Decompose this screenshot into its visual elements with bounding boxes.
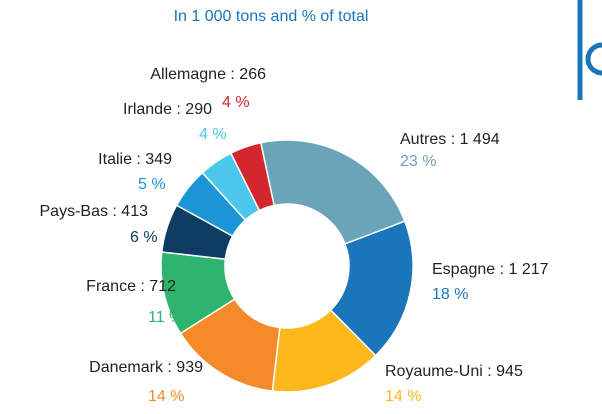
- percent-label: 11 %: [148, 309, 183, 326]
- slice-label: Italie : 349: [98, 151, 172, 168]
- slice-label: France : 712: [86, 278, 176, 295]
- slice-label: Allemagne : 266: [150, 66, 266, 83]
- slice-label: Royaume-Uni : 945: [385, 363, 523, 380]
- chart-title: In 1 000 tons and % of total: [174, 8, 369, 25]
- percent-label: 23 %: [400, 153, 436, 170]
- percent-label: 5 %: [138, 176, 166, 193]
- percent-label: 14 %: [385, 388, 421, 405]
- slice-label: Irlande : 290: [123, 101, 212, 118]
- donut-slice: [229, 141, 275, 212]
- donut-slice: [259, 139, 406, 245]
- slice-label: Autres : 1 494: [400, 131, 500, 148]
- percent-label: 14 %: [148, 388, 184, 405]
- slice-label: Pays-Bas : 413: [40, 203, 149, 220]
- percent-label: 18 %: [432, 286, 468, 303]
- donut-slice: [329, 220, 414, 357]
- percent-label: 4 %: [199, 126, 227, 143]
- slice-label: Danemark : 939: [89, 359, 203, 376]
- percent-label: 4 %: [222, 94, 250, 111]
- slice-label: Espagne : 1 217: [432, 261, 549, 278]
- percent-label: 6 %: [130, 229, 158, 246]
- logo-fragment: [577, 0, 602, 100]
